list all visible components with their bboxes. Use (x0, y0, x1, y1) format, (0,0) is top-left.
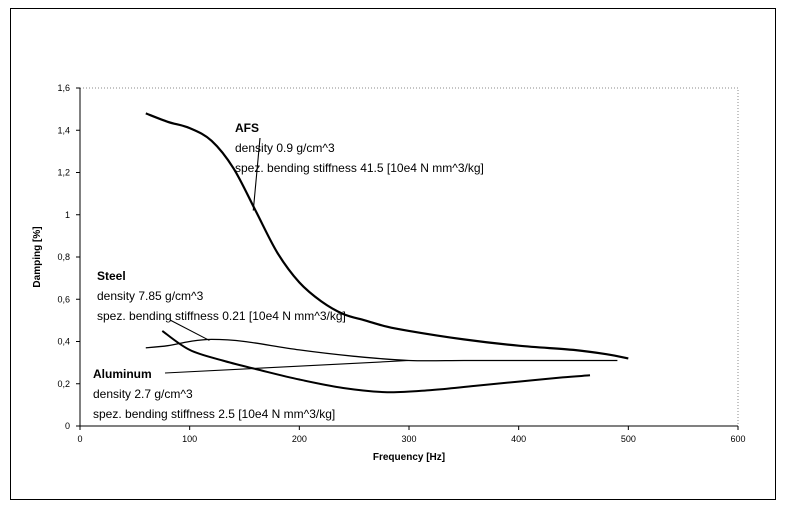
annotation-title-aluminum: Aluminum (93, 367, 152, 381)
annotation-line-aluminum: spez. bending stiffness 2.5 [10e4 N mm^3… (93, 407, 335, 421)
y-tick-label: 1 (65, 210, 70, 220)
annotation-line-steel: spez. bending stiffness 0.21 [10e4 N mm^… (97, 309, 346, 323)
axes: 0 100 200 300 400 500 600 0 0,2 0,4 0,6 0,8 1 1,2 1,4 1… (57, 83, 745, 444)
annotation-title-afs: AFS (235, 121, 259, 135)
x-tick-label: 0 (77, 434, 82, 444)
series-line-aluminum (161, 330, 591, 394)
y-tick-label: 0,4 (57, 337, 70, 347)
plot-area (79, 87, 739, 427)
y-tick-label: 0,6 (57, 294, 70, 304)
y-tick-label: 0,8 (57, 252, 70, 262)
series-line-steel (145, 338, 618, 362)
y-tick-label: 0,2 (57, 379, 70, 389)
chart-frame (10, 8, 776, 500)
annotation-title-steel: Steel (97, 269, 126, 283)
x-axis-title: Frequency [Hz] (373, 452, 445, 463)
series-line-afs (145, 112, 629, 360)
annotation-leader-afs (252, 137, 261, 211)
x-tick-label: 600 (730, 434, 745, 444)
annotation-line-afs: spez. bending stiffness 41.5 [10e4 N mm^… (235, 161, 484, 175)
annotations-group: AFS density 0.9 g/cm^3 spez. bending stiff… (93, 121, 484, 421)
x-tick-label: 500 (621, 434, 636, 444)
series-group (145, 112, 629, 394)
annotation-line-aluminum: density 2.7 g/cm^3 (93, 387, 193, 401)
annotation-leader-steel (169, 319, 210, 341)
x-tick-label: 200 (292, 434, 307, 444)
annotation-leader-aluminum (164, 359, 410, 374)
annotation-line-afs: density 0.9 g/cm^3 (235, 141, 335, 155)
x-tick-label: 100 (182, 434, 197, 444)
x-tick-label: 400 (511, 434, 526, 444)
y-tick-label: 1,4 (57, 125, 70, 135)
x-tick-label: 300 (401, 434, 416, 444)
y-axis-title: Damping [%] (32, 226, 43, 287)
annotation-line-steel: density 7.85 g/cm^3 (97, 289, 204, 303)
y-tick-label: 1,6 (57, 83, 70, 93)
y-tick-label: 0 (65, 421, 70, 431)
y-tick-label: 1,2 (57, 168, 70, 178)
